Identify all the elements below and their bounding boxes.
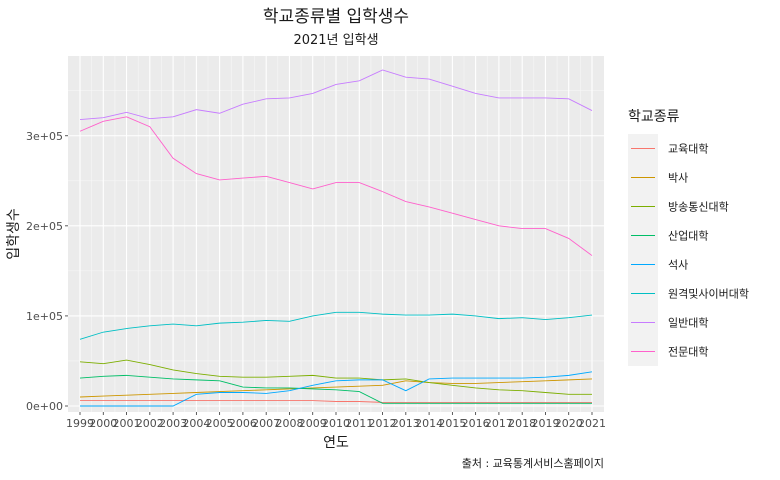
- legend-label: 전문대학: [668, 346, 708, 359]
- series-line-6: [79, 69, 593, 120]
- x-tick-label: 2011: [345, 417, 373, 430]
- grid-minor: [68, 56, 604, 412]
- legend-title: 학교종류: [628, 109, 680, 125]
- legend-label: 원격및사이버대학: [668, 288, 749, 301]
- grid-major: [68, 56, 604, 412]
- x-tick-label: 2002: [136, 417, 164, 430]
- series-line-2: [79, 359, 592, 395]
- y-axis-title: 입학생수: [6, 208, 22, 260]
- x-tick-label: 2006: [229, 417, 257, 430]
- x-tick-label: 2008: [275, 417, 303, 430]
- legend-label: 교육대학: [668, 143, 708, 156]
- x-tick-label: 2019: [531, 417, 559, 430]
- x-axis: 1999200020012002200320042005200620072008…: [66, 412, 606, 430]
- x-tick-label: 1999: [66, 417, 94, 430]
- x-tick-label: 2015: [438, 417, 466, 430]
- chart-title: 학교종류별 입학생수: [263, 7, 409, 27]
- chart-subtitle: 2021년 입학생: [293, 33, 378, 48]
- y-tick-label: 3e+05: [26, 130, 63, 143]
- x-tick-label: 2013: [392, 417, 420, 430]
- legend-label: 석사: [668, 259, 688, 272]
- legend-label: 일반대학: [668, 316, 708, 330]
- chart-caption: 출처 : 교육통계서비스홈페이지: [462, 456, 604, 470]
- series-line-1: [79, 378, 593, 398]
- series-line-4: [80, 371, 593, 407]
- series-line-5: [79, 311, 593, 340]
- legend-label: 산업대학: [668, 230, 708, 243]
- x-tick-label: 2004: [182, 417, 210, 430]
- series-line-7: [79, 116, 593, 256]
- x-tick-label: 2016: [462, 417, 490, 430]
- x-tick-label: 2005: [206, 417, 234, 430]
- x-tick-label: 2012: [369, 417, 397, 430]
- x-tick-label: 2009: [299, 417, 327, 430]
- legend-label: 박사: [668, 172, 688, 185]
- y-tick-label: 0e+00: [26, 400, 63, 413]
- y-axis: 0e+00 1e+05 2e+05 3e+05: [26, 130, 68, 413]
- legend-label: 방송통신대학: [668, 201, 729, 214]
- series-lines: [79, 69, 593, 407]
- series-line-3: [79, 374, 592, 404]
- y-tick-label: 1e+05: [26, 310, 63, 323]
- x-tick-label: 2007: [252, 417, 280, 430]
- x-tick-label: 2001: [113, 417, 141, 430]
- x-tick-label: 2017: [485, 417, 513, 430]
- x-tick-label: 2021: [578, 417, 606, 430]
- legend-key-background: [628, 134, 658, 366]
- y-tick-label: 2e+05: [26, 220, 63, 233]
- x-tick-label: 2000: [89, 417, 117, 430]
- x-axis-title: 연도: [323, 435, 349, 451]
- x-tick-label: 2020: [555, 417, 583, 430]
- x-tick-label: 2010: [322, 417, 350, 430]
- x-tick-label: 2014: [415, 417, 443, 430]
- x-tick-label: 2003: [159, 417, 187, 430]
- series-line-0: [80, 400, 592, 403]
- x-tick-label: 2018: [508, 417, 536, 430]
